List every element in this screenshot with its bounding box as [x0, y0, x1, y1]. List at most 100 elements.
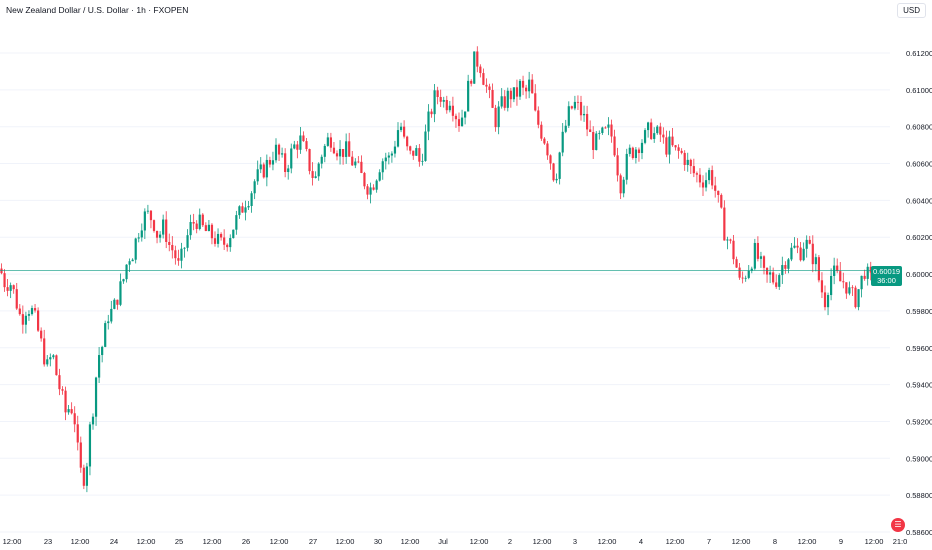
candle-body: [595, 133, 598, 150]
candle-body: [40, 330, 43, 339]
candle-body: [165, 219, 168, 242]
candle-body: [473, 51, 476, 84]
candle-body: [698, 174, 702, 183]
candle-body: [119, 281, 122, 305]
candle-body: [668, 136, 671, 155]
candle-body: [686, 159, 689, 165]
candle-body: [113, 299, 116, 309]
candle-body: [55, 355, 58, 376]
candle-body: [805, 239, 808, 249]
time-tick-label: 12:00: [336, 537, 355, 546]
candle-body: [494, 107, 497, 128]
candle-body: [772, 272, 775, 283]
candle-body: [531, 79, 534, 94]
candle-body: [753, 242, 756, 269]
candle-body: [342, 148, 345, 157]
candle-body: [610, 124, 613, 137]
candle-body: [384, 157, 387, 162]
candle-body: [830, 275, 833, 296]
candle-body: [335, 153, 339, 157]
candle-body: [27, 314, 31, 316]
candle-body: [311, 171, 314, 178]
time-tick-label: 12:00: [137, 537, 156, 546]
candle-body: [201, 214, 204, 226]
last-price-badge: 0.60019 36:00: [871, 265, 902, 286]
candle-body: [589, 129, 592, 133]
price-tick-label: 0.59000: [906, 454, 932, 463]
time-tick-label: Jul: [438, 537, 448, 546]
candle-body: [500, 96, 503, 107]
candle-body: [488, 86, 491, 90]
candle-body: [329, 137, 332, 148]
candle-body: [515, 87, 519, 97]
candle-body: [107, 321, 110, 324]
candle-body: [271, 160, 275, 165]
candle-body: [381, 161, 384, 173]
candle-body: [345, 141, 348, 157]
candle-body: [177, 258, 180, 261]
candle-body: [406, 136, 409, 147]
candle-body: [814, 257, 817, 265]
candle-body: [43, 338, 46, 365]
candle-body: [540, 124, 543, 139]
time-tick-label: 9: [839, 537, 843, 546]
candle-body: [284, 153, 287, 173]
candle-body: [775, 282, 778, 287]
candle-body: [207, 224, 210, 232]
candle-body: [24, 315, 27, 325]
time-tick-label: 12:00: [533, 537, 552, 546]
candle-body: [659, 126, 662, 135]
candle-body: [808, 239, 811, 244]
time-tick-label: 12:00: [666, 537, 685, 546]
candle-body: [70, 409, 73, 414]
candle-body: [101, 346, 104, 356]
candle-body: [863, 275, 866, 279]
candle-body: [6, 287, 9, 291]
candle-body: [290, 148, 293, 169]
time-tick-label: 7: [707, 537, 711, 546]
candle-body: [503, 96, 506, 108]
currency-selector[interactable]: USD: [897, 3, 926, 18]
candle-body: [262, 164, 265, 178]
time-tick-label: 12:00: [401, 537, 420, 546]
bar-countdown: 36:00: [877, 275, 896, 285]
candle-body: [293, 144, 296, 149]
candle-body: [162, 219, 165, 235]
candle-body: [799, 247, 802, 261]
candle-body: [372, 187, 375, 190]
candle-body: [765, 267, 769, 275]
candle-body: [631, 147, 634, 159]
candle-body: [683, 152, 686, 165]
candle-body: [521, 80, 525, 88]
candle-body: [607, 124, 610, 128]
candle-body: [467, 80, 470, 112]
candle-body: [73, 413, 76, 425]
candle-body: [82, 467, 85, 486]
candle-body: [857, 289, 860, 308]
candle-body: [403, 126, 406, 137]
candle-body: [851, 287, 854, 289]
candle-body: [482, 73, 485, 85]
candle-body: [308, 149, 311, 172]
time-tick-label: 21:0: [893, 537, 908, 546]
time-tick-label: 12:00: [865, 537, 884, 546]
candle-body: [793, 245, 796, 248]
time-tick-label: 30: [374, 537, 382, 546]
candle-body: [378, 172, 381, 181]
candle-body: [427, 111, 430, 132]
candle-body: [125, 264, 128, 280]
candle-body: [110, 308, 113, 322]
candle-body: [616, 155, 619, 176]
candle-body: [741, 277, 744, 279]
candle-body: [30, 308, 34, 315]
candle-body: [826, 295, 830, 308]
candle-body: [747, 270, 750, 278]
candle-body: [479, 66, 482, 74]
candle-body: [720, 194, 723, 208]
candle-body: [543, 138, 546, 144]
candle-body: [845, 282, 848, 294]
time-tick-label: 12:00: [71, 537, 90, 546]
candle-body: [729, 239, 732, 241]
time-tick-label: 12:00: [3, 537, 22, 546]
